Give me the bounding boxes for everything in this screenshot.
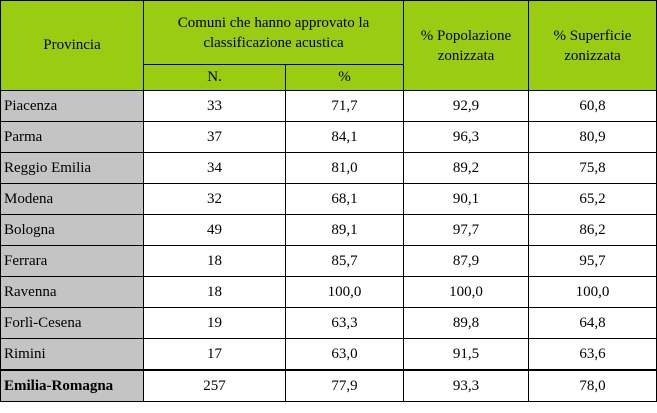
table-row: Piacenza 33 71,7 92,9 60,8: [0, 90, 657, 122]
total-cell-superficie: 78,0: [528, 369, 657, 402]
cell-n: 17: [143, 338, 286, 371]
header-superficie: % Superficie zonizzata: [528, 0, 657, 91]
zonizzazione-table: Provincia Comuni che hanno approvato la …: [0, 0, 657, 402]
cell-pct: 89,1: [285, 214, 404, 246]
table-row: Reggio Emilia 34 81,0 89,2 75,8: [0, 152, 657, 184]
cell-popolazione: 97,7: [403, 214, 529, 246]
cell-n: 19: [143, 307, 286, 339]
cell-provincia: Ferrara: [0, 245, 144, 277]
header-n: N.: [143, 64, 286, 91]
cell-superficie: 64,8: [528, 307, 657, 339]
cell-superficie: 60,8: [528, 90, 657, 122]
cell-provincia: Piacenza: [0, 90, 144, 122]
table-row: Bologna 49 89,1 97,7 86,2: [0, 214, 657, 246]
cell-superficie: 95,7: [528, 245, 657, 277]
cell-superficie: 80,9: [528, 121, 657, 153]
table-row: Parma 37 84,1 96,3 80,9: [0, 121, 657, 153]
cell-pct: 100,0: [285, 276, 404, 308]
header-popolazione: % Popolazione zonizzata: [403, 0, 529, 91]
header-comuni: Comuni che hanno approvato la classifica…: [143, 0, 404, 65]
table-row: Modena 32 68,1 90,1 65,2: [0, 183, 657, 215]
table-row: Forlì-Cesena 19 63,3 89,8 64,8: [0, 307, 657, 339]
cell-provincia: Forlì-Cesena: [0, 307, 144, 339]
cell-provincia: Modena: [0, 183, 144, 215]
cell-provincia: Reggio Emilia: [0, 152, 144, 184]
cell-popolazione: 89,2: [403, 152, 529, 184]
cell-n: 37: [143, 121, 286, 153]
header-pct: %: [285, 64, 404, 91]
cell-n: 18: [143, 245, 286, 277]
cell-popolazione: 87,9: [403, 245, 529, 277]
table-row: Ferrara 18 85,7 87,9 95,7: [0, 245, 657, 277]
total-cell-popolazione: 93,3: [403, 369, 529, 402]
cell-popolazione: 92,9: [403, 90, 529, 122]
cell-superficie: 100,0: [528, 276, 657, 308]
cell-pct: 68,1: [285, 183, 404, 215]
table-row: Rimini 17 63,0 91,5 63,6: [0, 338, 657, 371]
table-row: Ravenna 18 100,0 100,0 100,0: [0, 276, 657, 308]
cell-superficie: 65,2: [528, 183, 657, 215]
cell-provincia: Ravenna: [0, 276, 144, 308]
cell-superficie: 86,2: [528, 214, 657, 246]
cell-pct: 84,1: [285, 121, 404, 153]
cell-n: 34: [143, 152, 286, 184]
cell-popolazione: 100,0: [403, 276, 529, 308]
cell-popolazione: 89,8: [403, 307, 529, 339]
cell-superficie: 63,6: [528, 338, 657, 371]
cell-pct: 63,0: [285, 338, 404, 371]
header-provincia: Provincia: [0, 0, 144, 91]
cell-n: 49: [143, 214, 286, 246]
cell-provincia: Rimini: [0, 338, 144, 371]
cell-provincia: Bologna: [0, 214, 144, 246]
cell-popolazione: 90,1: [403, 183, 529, 215]
cell-popolazione: 91,5: [403, 338, 529, 371]
cell-n: 18: [143, 276, 286, 308]
total-cell-provincia: Emilia-Romagna: [0, 369, 144, 402]
cell-n: 32: [143, 183, 286, 215]
cell-n: 33: [143, 90, 286, 122]
total-row: Emilia-Romagna 257 77,9 93,3 78,0: [0, 369, 657, 402]
cell-pct: 81,0: [285, 152, 404, 184]
cell-pct: 63,3: [285, 307, 404, 339]
cell-pct: 71,7: [285, 90, 404, 122]
cell-popolazione: 96,3: [403, 121, 529, 153]
cell-pct: 85,7: [285, 245, 404, 277]
total-cell-n: 257: [143, 369, 286, 402]
total-cell-pct: 77,9: [285, 369, 404, 402]
cell-provincia: Parma: [0, 121, 144, 153]
cell-superficie: 75,8: [528, 152, 657, 184]
